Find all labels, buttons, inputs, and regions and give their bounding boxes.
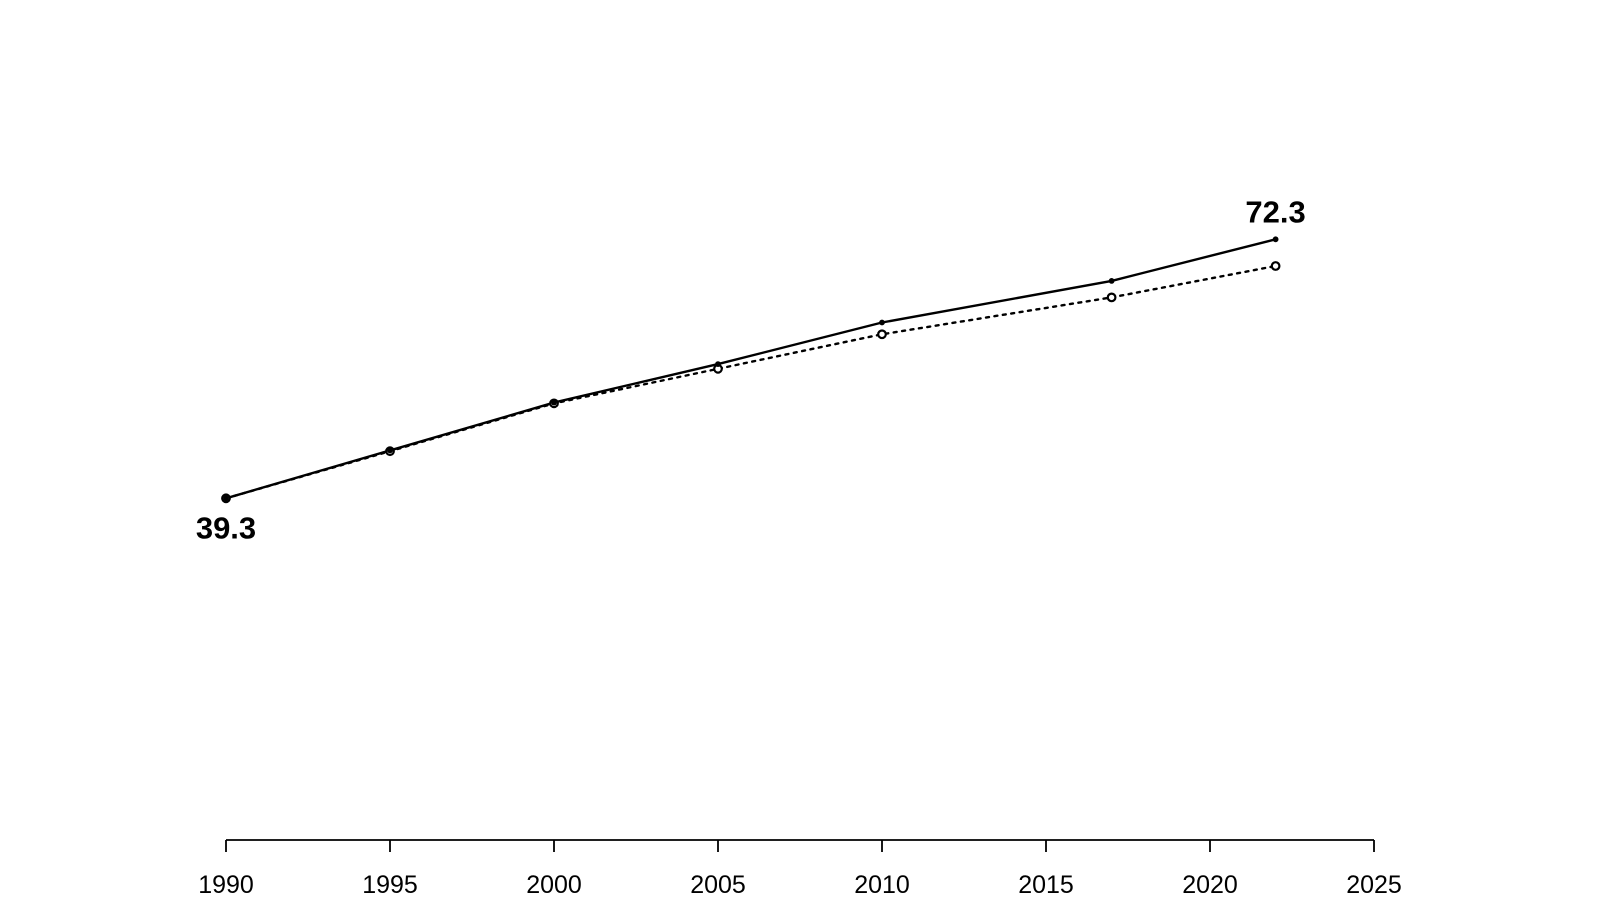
value-annotation: 72.3 bbox=[1245, 194, 1305, 229]
data-point-filled-dot bbox=[1272, 236, 1279, 243]
x-axis-tick-label: 2005 bbox=[690, 871, 746, 899]
data-point-filled-dot bbox=[387, 447, 393, 454]
data-point-open-circle bbox=[1270, 261, 1281, 271]
data-point-open-circle bbox=[877, 329, 887, 340]
data-point-filled-dot bbox=[715, 361, 721, 367]
x-axis-tick-label: 1995 bbox=[362, 871, 418, 899]
series-line-solid bbox=[224, 238, 1277, 500]
x-axis-tick-label: 2010 bbox=[854, 871, 910, 899]
series-line-dotted bbox=[224, 264, 1277, 500]
value-annotation: 39.3 bbox=[196, 510, 256, 545]
data-point-open-circle bbox=[1106, 292, 1117, 303]
x-axis-tick-label: 2025 bbox=[1346, 871, 1402, 899]
data-point-filled-dot bbox=[879, 319, 885, 326]
x-axis-tick-label: 2015 bbox=[1018, 871, 1074, 899]
data-point-filled-dot bbox=[551, 399, 557, 406]
data-point-filled-dot bbox=[223, 495, 229, 502]
x-axis-tick-label: 1990 bbox=[198, 871, 254, 899]
x-axis-tick-label: 2020 bbox=[1182, 871, 1238, 899]
data-point-filled-dot bbox=[1108, 278, 1115, 284]
x-axis-tick-label: 2000 bbox=[526, 871, 582, 899]
